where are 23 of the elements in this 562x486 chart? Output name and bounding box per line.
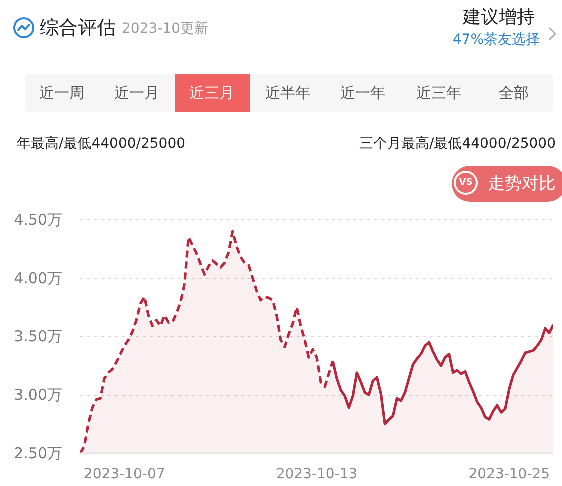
y-tick-label: 3.50万: [14, 328, 63, 346]
text: 走势对比: [488, 172, 556, 196]
text: 近一年: [340, 82, 386, 104]
chart-subtitle: 2023-10更新: [122, 20, 208, 38]
x-tick-label: 2023-10-25: [468, 466, 550, 482]
y-tick-label: 2.50万: [14, 444, 63, 462]
chart-title: 综合评估: [40, 16, 116, 41]
text: 近一周: [40, 82, 84, 104]
text: VS: [459, 177, 473, 189]
text: 年最高/最低44000/25000: [17, 134, 186, 154]
y-tick-label: 3.00万: [14, 386, 63, 404]
y-tick-label: 4.00万: [14, 269, 63, 288]
text: 47%茶友选择: [452, 30, 540, 50]
text: 近一月: [114, 82, 160, 104]
text: 三个月最高/最低44000/25000: [359, 134, 556, 154]
text: 近三月: [190, 82, 234, 104]
y-tick-label: 4.50万: [14, 210, 63, 229]
x-tick-label: 2023-10-13: [276, 466, 358, 482]
x-tick-label: 2023-10-07: [84, 466, 166, 482]
text: 全部: [499, 82, 529, 104]
text: 近三年: [416, 82, 462, 104]
text: 近半年: [266, 82, 310, 104]
text: 建议增持: [463, 6, 535, 30]
